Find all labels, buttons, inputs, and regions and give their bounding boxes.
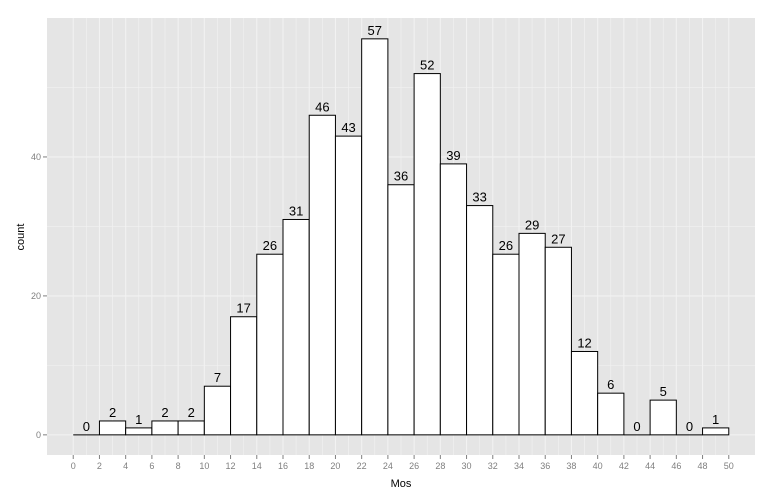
- x-tick-label: 2: [97, 461, 102, 471]
- histogram-bar: [492, 253, 520, 436]
- x-tick-label: 12: [226, 461, 236, 471]
- x-tick-label: 40: [593, 461, 603, 471]
- x-tick-label: 34: [514, 461, 524, 471]
- histogram-bar: [151, 420, 179, 436]
- x-tick-label: 46: [671, 461, 681, 471]
- bar-value-label: 43: [341, 120, 355, 135]
- x-tick-label: 4: [123, 461, 128, 471]
- bar-value-label: 26: [263, 238, 277, 253]
- x-tick-label: 48: [698, 461, 708, 471]
- histogram-bar: [282, 218, 310, 436]
- x-tick-label: 30: [462, 461, 472, 471]
- x-tick-label: 32: [488, 461, 498, 471]
- x-tick-label: 10: [199, 461, 209, 471]
- bar-value-label: 39: [446, 148, 460, 163]
- bar-value-label: 27: [551, 231, 565, 246]
- bar-value-label: 36: [394, 169, 408, 184]
- bar-value-label: 1: [135, 412, 142, 427]
- x-tick-label: 18: [304, 461, 314, 471]
- bars: [73, 38, 730, 436]
- x-axis-title: Mos: [391, 478, 412, 490]
- bar-value-label: 2: [109, 405, 116, 420]
- histogram-bar: [230, 316, 258, 436]
- x-tick-label: 0: [71, 461, 76, 471]
- bar-value-label: 2: [188, 405, 195, 420]
- y-axis-title: count: [15, 224, 27, 251]
- x-tick-label: 50: [724, 461, 734, 471]
- y-tick-label: 0: [36, 430, 41, 440]
- bar-value-label: 6: [607, 377, 614, 392]
- histogram-bar: [702, 427, 730, 436]
- histogram-bar: [203, 385, 232, 436]
- bar-value-label: 1: [712, 412, 719, 427]
- bar-value-label: 0: [686, 419, 693, 434]
- x-tick-label: 14: [252, 461, 262, 471]
- histogram-bar: [649, 399, 677, 436]
- histogram-bar: [125, 427, 153, 436]
- histogram-bar: [518, 232, 546, 436]
- y-axis: 0 20 40: [31, 152, 47, 440]
- bar-value-label: 33: [472, 190, 486, 205]
- histogram-bar: [98, 420, 127, 436]
- bar-value-label: 29: [525, 217, 539, 232]
- histogram-bar: [413, 73, 441, 436]
- histogram-bar: [570, 350, 599, 436]
- histogram-bar: [597, 392, 625, 436]
- histogram-bar: [177, 420, 205, 436]
- bar-value-label: 31: [289, 203, 303, 218]
- histogram-bar: [387, 184, 415, 436]
- bar-value-label: 12: [577, 335, 591, 350]
- x-tick-label: 44: [645, 461, 655, 471]
- x-tick-label: 16: [278, 461, 288, 471]
- histogram-bar: [439, 163, 468, 436]
- histogram-bar: [334, 135, 363, 436]
- histogram-bar: [361, 38, 389, 436]
- x-axis: 0 2 4 6 8 10 12 14 16 18 20 22 24 26 28 30 32 34 36 38 40 42 4…: [71, 455, 734, 471]
- x-tick-label: 28: [435, 461, 445, 471]
- histogram-bar: [544, 246, 572, 436]
- bar-value-label: 17: [236, 301, 250, 316]
- x-tick-label: 20: [330, 461, 340, 471]
- x-tick-label: 42: [619, 461, 629, 471]
- x-tick-label: 38: [566, 461, 576, 471]
- y-tick-label: 20: [31, 291, 41, 301]
- bar-value-label: 26: [499, 238, 513, 253]
- x-tick-label: 36: [540, 461, 550, 471]
- bar-value-label: 52: [420, 58, 434, 73]
- x-tick-label: 6: [149, 461, 154, 471]
- x-tick-label: 26: [409, 461, 419, 471]
- y-tick-label: 40: [31, 152, 41, 162]
- x-tick-label: 8: [176, 461, 181, 471]
- bar-value-label: 0: [83, 419, 90, 434]
- histogram-bar: [466, 205, 494, 436]
- x-tick-label: 24: [383, 461, 393, 471]
- histogram-bar: [256, 253, 284, 436]
- bar-value-label: 5: [660, 384, 667, 399]
- bar-value-label: 57: [368, 23, 382, 38]
- bar-value-label: 2: [161, 405, 168, 420]
- x-tick-label: 22: [357, 461, 367, 471]
- histogram-bar: [308, 114, 336, 436]
- bar-value-label: 46: [315, 99, 329, 114]
- bar-value-label: 0: [633, 419, 640, 434]
- bar-value-label: 7: [214, 370, 221, 385]
